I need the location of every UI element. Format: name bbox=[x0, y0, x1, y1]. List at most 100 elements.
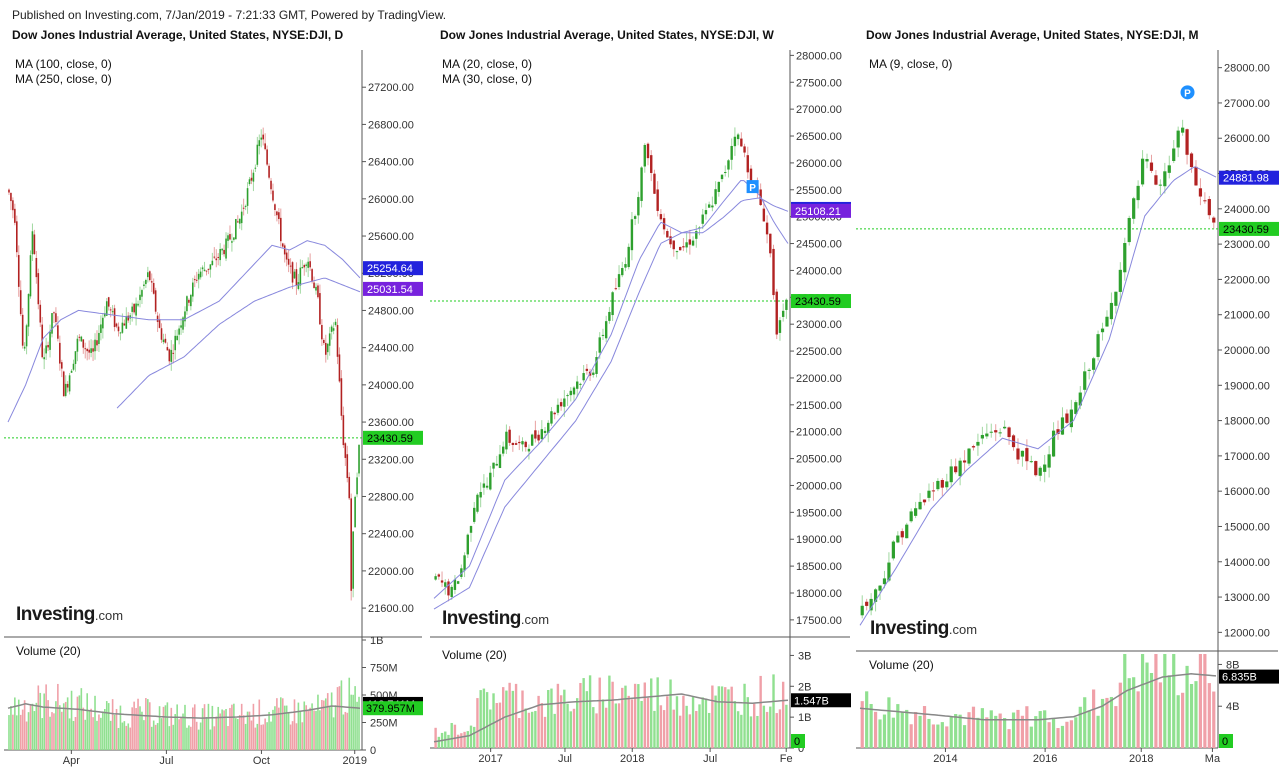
volume-bar bbox=[727, 689, 730, 748]
volume-bar bbox=[527, 712, 531, 748]
volume-bar bbox=[33, 711, 36, 750]
candle-body bbox=[860, 605, 864, 616]
candle-body bbox=[303, 264, 306, 268]
weekly-y-tick-label: 19000.00 bbox=[796, 534, 842, 546]
candle-body bbox=[1158, 184, 1162, 186]
volume-bar bbox=[317, 694, 319, 750]
volume-bar bbox=[882, 714, 887, 748]
weekly-vol-tag-label-1: 1.547B bbox=[794, 695, 829, 707]
weekly-ma-line-1 bbox=[433, 179, 789, 599]
weekly-chart: 17500.00 18000.00 18500.00 19000.00 19500.00… bbox=[430, 50, 851, 765]
candle-body bbox=[233, 237, 235, 240]
volume-bar bbox=[736, 711, 740, 748]
candle-body bbox=[643, 144, 646, 167]
volume-bar bbox=[352, 694, 354, 750]
candle-body bbox=[498, 454, 502, 469]
candle-body bbox=[650, 155, 653, 173]
volume-bar bbox=[769, 706, 772, 748]
monthly-y-tick-label: 16000.00 bbox=[1224, 486, 1270, 498]
candle-body bbox=[236, 221, 239, 223]
volume-bar bbox=[945, 726, 949, 748]
volume-bar bbox=[521, 690, 524, 748]
candle-body bbox=[256, 144, 259, 165]
volume-bar bbox=[338, 686, 341, 750]
candle-body bbox=[64, 383, 67, 396]
candle-body bbox=[139, 294, 141, 301]
candle-body bbox=[223, 249, 225, 255]
volume-bar bbox=[498, 702, 502, 748]
monthly-indicator-legend: MA (9, close, 0) bbox=[869, 57, 952, 72]
volume-bar bbox=[162, 706, 165, 750]
volume-bar bbox=[283, 705, 286, 750]
volume-bar bbox=[450, 722, 453, 748]
daily-y-tick-label: 23600.00 bbox=[368, 417, 414, 429]
volume-bar bbox=[1011, 712, 1016, 748]
volume-bar bbox=[60, 711, 63, 750]
candle-body bbox=[137, 303, 139, 306]
daily-y-tick-label: 26000.00 bbox=[368, 194, 414, 206]
volume-bar bbox=[16, 715, 18, 750]
volume-bar bbox=[598, 677, 601, 748]
candle-body bbox=[1140, 158, 1145, 185]
volume-bar bbox=[592, 707, 595, 748]
weekly-volume-ma-line bbox=[433, 693, 789, 743]
volume-bar bbox=[514, 683, 518, 748]
candle-body bbox=[530, 434, 534, 446]
candle-body bbox=[272, 190, 274, 201]
candle-body bbox=[492, 462, 495, 469]
monthly-badge-label: P bbox=[1184, 88, 1191, 99]
candle-body bbox=[695, 231, 698, 239]
candle-body bbox=[12, 200, 14, 211]
volume-bar bbox=[873, 711, 878, 748]
candle-body bbox=[82, 339, 85, 348]
candle-body bbox=[534, 430, 537, 439]
volume-bar bbox=[188, 725, 190, 750]
candle-body bbox=[444, 582, 447, 587]
volume-bar bbox=[74, 717, 77, 750]
candle-body bbox=[900, 531, 904, 538]
monthly-y-tick-label: 20000.00 bbox=[1224, 345, 1270, 357]
volume-bar bbox=[1020, 715, 1025, 748]
candle-body bbox=[1203, 200, 1207, 202]
daily-y-tick-label: 21600.00 bbox=[368, 603, 414, 615]
volume-bar bbox=[43, 693, 45, 750]
candle-body bbox=[769, 233, 772, 254]
weekly-ma-20-label: MA (20, close, 0) bbox=[442, 57, 533, 71]
volume-bar bbox=[1038, 711, 1042, 748]
candle-body bbox=[440, 580, 444, 583]
volume-bar bbox=[268, 711, 270, 750]
candle-body bbox=[485, 485, 489, 488]
candle-body bbox=[1056, 429, 1060, 435]
volume-bar bbox=[346, 712, 349, 750]
candle-body bbox=[569, 390, 572, 396]
candle-body bbox=[730, 145, 733, 160]
candle-body bbox=[675, 251, 679, 253]
daily-ma-250-label: MA (250, close, 0) bbox=[15, 72, 112, 86]
candle-body bbox=[714, 189, 717, 205]
candle-body bbox=[115, 323, 118, 327]
candle-body bbox=[914, 508, 918, 516]
candle-body bbox=[19, 290, 22, 315]
volume-bar bbox=[576, 698, 579, 748]
candle-body bbox=[47, 344, 49, 348]
candle-body bbox=[1176, 130, 1180, 148]
weekly-x-tick-label: 2018 bbox=[620, 753, 644, 765]
candle-body bbox=[1181, 127, 1185, 133]
volume-bar bbox=[900, 711, 904, 748]
volume-bar bbox=[129, 727, 132, 750]
candle-body bbox=[227, 235, 229, 241]
candle-body bbox=[582, 373, 585, 381]
volume-bar bbox=[193, 704, 196, 750]
candle-body bbox=[1105, 316, 1109, 327]
candle-body bbox=[511, 442, 515, 445]
candle-body bbox=[624, 264, 627, 268]
volume-bar bbox=[117, 727, 120, 750]
candle-body bbox=[338, 354, 341, 382]
candle-body bbox=[195, 279, 198, 281]
volume-bar bbox=[195, 721, 198, 750]
volume-bar bbox=[485, 692, 489, 748]
candle-body bbox=[250, 177, 253, 181]
weekly-volume-bars bbox=[434, 674, 788, 748]
volume-bar bbox=[186, 727, 188, 750]
candle-body bbox=[242, 207, 245, 209]
